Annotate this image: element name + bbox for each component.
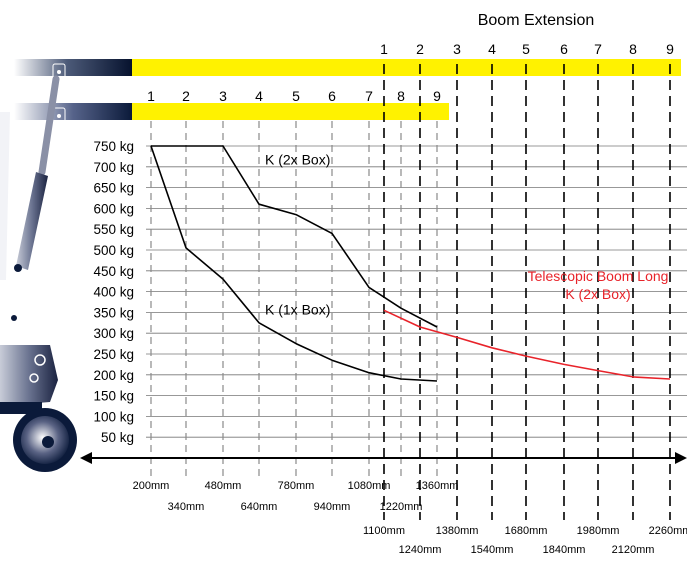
long-boom-position-label: 8 xyxy=(629,41,637,57)
y-tick-label: 250 kg xyxy=(93,347,134,362)
long-boom-position-label: 7 xyxy=(594,41,602,57)
short-boom-position-label: 8 xyxy=(397,88,405,104)
long-boom-extension-bar xyxy=(132,59,681,76)
series-line xyxy=(150,145,438,382)
x-tick-label: 200mm xyxy=(133,480,170,492)
long-boom-position-label: 6 xyxy=(560,41,568,57)
x-tick-label: 1680mm xyxy=(505,525,548,537)
x-tick-label: 1840mm xyxy=(543,544,586,556)
long-boom-position-label: 1 xyxy=(380,41,388,57)
y-tick-label: 750 kg xyxy=(93,139,134,154)
long-boom-position-label: 3 xyxy=(453,41,461,57)
series-label: K (2x Box) xyxy=(265,152,330,168)
long-boom-position-label: 5 xyxy=(522,41,530,57)
x-tick-label: 1540mm xyxy=(471,544,514,556)
x-tick-label: 1220mm xyxy=(380,501,423,513)
short-boom-arm xyxy=(14,103,132,120)
x-tick-label: 940mm xyxy=(314,501,351,513)
y-tick-label: 700 kg xyxy=(93,160,134,175)
short-boom-position-label: 5 xyxy=(292,88,300,104)
x-tick-label: 2120mm xyxy=(612,544,655,556)
series-layer xyxy=(150,145,671,382)
x-tick-label: 640mm xyxy=(241,501,278,513)
grid-layer xyxy=(146,64,687,520)
x-tick-label: 1980mm xyxy=(577,525,620,537)
y-tick-label: 500 kg xyxy=(93,243,134,258)
label-layer: K (2x Box) K (1x Box) Telescopic Boom Long… xyxy=(265,152,668,318)
series-label: Telescopic Boom Long xyxy=(528,268,669,284)
x-tick-label: 480mm xyxy=(205,480,242,492)
y-tick-label: 600 kg xyxy=(93,201,134,216)
y-tick-label: 450 kg xyxy=(93,264,134,279)
long-boom-position-label: 4 xyxy=(488,41,496,57)
series-label: K (1x Box) xyxy=(265,301,330,317)
y-tick-label: 650 kg xyxy=(93,181,134,196)
y-tick-label: 50 kg xyxy=(101,430,134,445)
x-axis-arrow-right xyxy=(675,452,687,464)
y-tick-label: 350 kg xyxy=(93,305,134,320)
x-tick-label: 1100mm xyxy=(363,525,405,537)
x-tick-label: 340mm xyxy=(168,501,205,513)
long-boom-position-label: 9 xyxy=(666,41,674,57)
short-boom-position-label: 7 xyxy=(365,88,373,104)
short-boom-position-label: 2 xyxy=(182,88,190,104)
series-line xyxy=(383,309,671,380)
short-boom-position-label: 1 xyxy=(147,88,155,104)
chart-title: Boom Extension xyxy=(478,12,595,29)
short-boom-position-label: 9 xyxy=(433,88,441,104)
cylinder-rod xyxy=(38,75,60,176)
y-tick-label: 150 kg xyxy=(93,389,134,404)
long-boom-arm xyxy=(14,59,132,76)
hydraulic-cylinder xyxy=(16,172,48,270)
series-label: K (2x Box) xyxy=(565,286,630,302)
y-tick-label: 100 kg xyxy=(93,409,134,424)
y-tick-label: 300 kg xyxy=(93,326,134,341)
x-tick-label: 2260mm xyxy=(649,525,687,537)
pivot-dot xyxy=(11,315,17,321)
x-tick-label: 780mm xyxy=(278,480,315,492)
x-axis-arrow-left xyxy=(80,452,92,464)
short-boom-extension-bar xyxy=(132,103,449,120)
short-boom-position-label: 4 xyxy=(255,88,263,104)
short-boom-position-label: 3 xyxy=(219,88,227,104)
x-tick-label: 1380mm xyxy=(436,525,479,537)
series-line xyxy=(151,145,438,328)
long-boom-position-label: 2 xyxy=(416,41,424,57)
machine-illustration xyxy=(0,59,132,472)
x-tick-label: 1080mm xyxy=(348,480,391,492)
x-tick-label: 1360mm xyxy=(416,480,459,492)
x-tick-label: 1240mm xyxy=(399,544,442,556)
y-tick-label: 200 kg xyxy=(93,368,134,383)
short-boom-position-label: 6 xyxy=(328,88,336,104)
y-tick-label: 400 kg xyxy=(93,285,134,300)
machine-body xyxy=(0,345,58,406)
y-tick-label: 550 kg xyxy=(93,222,134,237)
